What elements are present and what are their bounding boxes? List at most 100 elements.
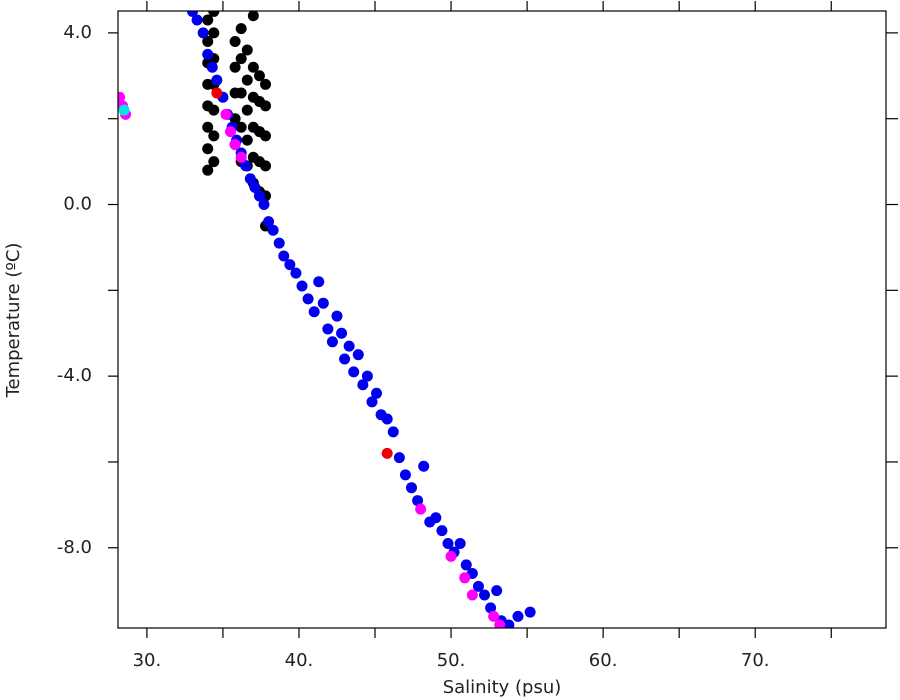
point [313, 276, 325, 288]
point [197, 27, 209, 39]
point [211, 74, 223, 86]
point [381, 413, 393, 425]
point [445, 550, 457, 562]
point [466, 589, 478, 601]
point [460, 559, 472, 571]
point [202, 143, 214, 155]
point [485, 602, 497, 614]
point [235, 53, 247, 65]
point [235, 151, 247, 163]
point [263, 216, 275, 228]
point [240, 160, 252, 172]
point [361, 370, 373, 382]
x-tick-label: 40. [285, 650, 314, 671]
point [278, 250, 290, 262]
point [253, 70, 265, 82]
point [208, 130, 220, 142]
point [357, 379, 369, 391]
plot-points [118, 11, 536, 628]
point [415, 503, 427, 515]
y-tick-label: -4.0 [57, 365, 92, 386]
point [472, 580, 484, 592]
point [244, 173, 256, 185]
point [352, 349, 364, 361]
point [273, 237, 285, 249]
point [322, 323, 334, 335]
point [247, 11, 259, 22]
point [202, 48, 214, 60]
point [290, 267, 302, 279]
point [348, 366, 360, 378]
point [260, 100, 272, 112]
point [393, 452, 405, 464]
point [336, 327, 348, 339]
y-tick-label: -8.0 [57, 537, 92, 558]
point [442, 537, 454, 549]
point [339, 353, 351, 365]
point [191, 14, 203, 26]
x-tick-label: 50. [437, 650, 466, 671]
point [459, 572, 471, 584]
x-tick-label: 30. [133, 650, 162, 671]
point [260, 130, 272, 142]
point [260, 160, 272, 172]
point [202, 164, 214, 176]
point [241, 74, 253, 86]
point [343, 340, 355, 352]
point [284, 259, 296, 271]
point [503, 619, 515, 628]
plot-frame [117, 10, 887, 629]
point [371, 387, 383, 399]
y-tick-label: 0.0 [63, 194, 92, 215]
point [430, 512, 442, 524]
point [241, 44, 253, 56]
point [326, 336, 338, 348]
point [235, 87, 247, 99]
point [208, 104, 220, 116]
point [381, 447, 393, 459]
point [241, 134, 253, 146]
point [208, 156, 220, 168]
point [220, 108, 232, 120]
point [229, 138, 241, 150]
point [366, 396, 378, 408]
x-tick-label: 70. [741, 650, 770, 671]
point [267, 224, 279, 236]
point [208, 27, 220, 39]
point [406, 482, 418, 494]
point [399, 469, 411, 481]
point [494, 619, 506, 628]
x-axis-label: Salinity (psu) [443, 677, 562, 698]
point [491, 585, 503, 597]
point [206, 61, 218, 73]
point [412, 495, 424, 507]
point [241, 104, 253, 116]
point [118, 91, 126, 103]
point [418, 460, 430, 472]
point [202, 121, 214, 133]
point [229, 61, 241, 73]
point [249, 181, 261, 193]
point [331, 310, 343, 322]
point [260, 78, 272, 90]
y-tick-label: 4.0 [63, 22, 92, 43]
point [488, 610, 500, 622]
point [436, 525, 448, 537]
point [202, 35, 214, 47]
point [454, 537, 466, 549]
x-tick-label: 60. [589, 650, 618, 671]
point [479, 589, 491, 601]
point [317, 297, 329, 309]
point [308, 306, 320, 318]
point [512, 610, 524, 622]
point [253, 190, 265, 202]
y-axis-label: Temperature (ºC) [3, 243, 24, 399]
point [387, 426, 399, 438]
point [225, 126, 237, 138]
point [258, 199, 270, 211]
point [211, 87, 223, 99]
point [235, 23, 247, 35]
point [302, 293, 314, 305]
point [296, 280, 308, 292]
